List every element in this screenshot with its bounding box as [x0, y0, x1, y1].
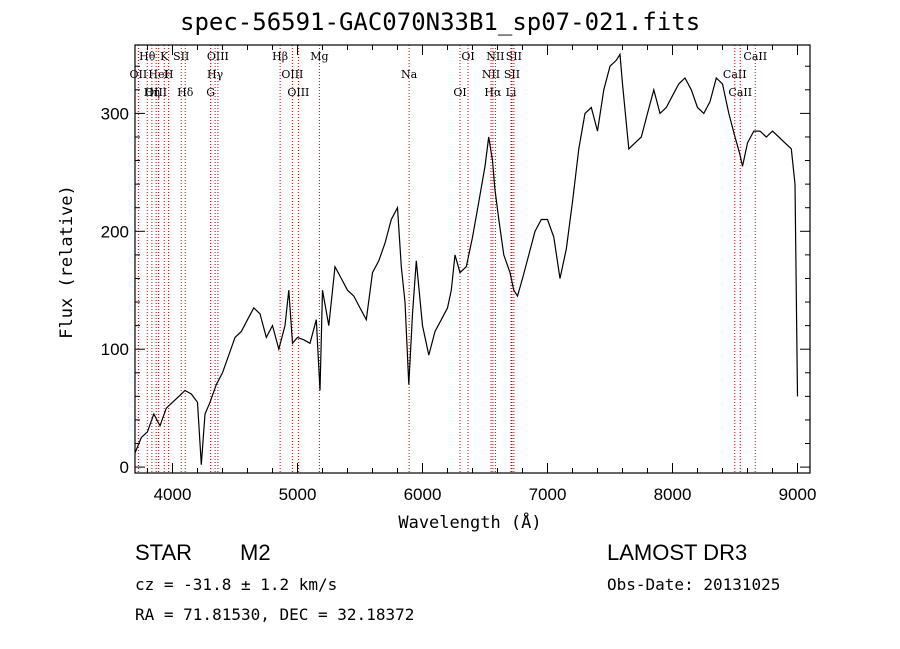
line-label: SII — [504, 68, 520, 81]
x-tick-label: 8000 — [654, 485, 692, 504]
line-label: SII — [173, 50, 189, 63]
line-label: Mg — [310, 50, 328, 63]
line-label: OIII — [145, 86, 167, 99]
survey-name: LAMOST DR3 — [607, 540, 748, 565]
line-label: OIII — [287, 86, 309, 99]
y-tick-label: 300 — [101, 104, 129, 123]
chart-title: spec-56591-GAC070N33B1_sp07-021.fits — [180, 8, 701, 36]
y-axis-label: Flux (relative) — [57, 185, 77, 339]
plot-frame — [134, 44, 811, 474]
line-label: SII — [506, 50, 522, 63]
x-axis-label: Wavelength (Å) — [398, 511, 541, 533]
line-label: NII — [482, 68, 500, 81]
line-label: OIII — [281, 68, 303, 81]
line-label: NII — [486, 50, 504, 63]
coordinates: RA = 71.81530, DEC = 32.18372 — [135, 605, 415, 624]
line-label: Na — [401, 68, 418, 81]
spectrum-line — [134, 52, 799, 465]
line-label: CaII — [743, 50, 767, 63]
line-label: Hβ — [272, 50, 288, 63]
x-tick-label: 4000 — [154, 485, 192, 504]
line-label: H — [164, 68, 174, 81]
x-tick-label: 6000 — [404, 485, 442, 504]
line-label: Li — [506, 86, 517, 99]
line-label: Hα — [484, 86, 502, 99]
line-label: OII — [130, 68, 148, 81]
object-class: STAR — [135, 540, 193, 565]
y-tick-label: 200 — [101, 222, 129, 241]
subclass: M2 — [240, 540, 271, 565]
line-label: OIII — [207, 50, 229, 63]
line-label: Hγ — [207, 68, 224, 81]
line-label: OI — [461, 50, 474, 63]
y-tick-label: 0 — [120, 458, 129, 477]
line-label: Hθ — [139, 50, 156, 63]
line-label: Hδ — [177, 86, 194, 99]
x-tick-label: 7000 — [529, 485, 567, 504]
line-label: K — [160, 50, 169, 63]
line-label: HeI — [148, 68, 168, 81]
line-label: OI — [453, 86, 466, 99]
line-label: G — [206, 86, 215, 99]
x-tick-label: 5000 — [279, 485, 317, 504]
y-tick-label: 100 — [101, 340, 129, 359]
obs-date: Obs-Date: 20131025 — [607, 575, 781, 594]
line-label: CaII — [728, 86, 752, 99]
line-label: CaII — [723, 68, 747, 81]
x-tick-label: 9000 — [779, 485, 817, 504]
line-label: Hη — [144, 86, 160, 99]
redshift-info: cz = -31.8 ± 1.2 km/s — [135, 575, 338, 594]
